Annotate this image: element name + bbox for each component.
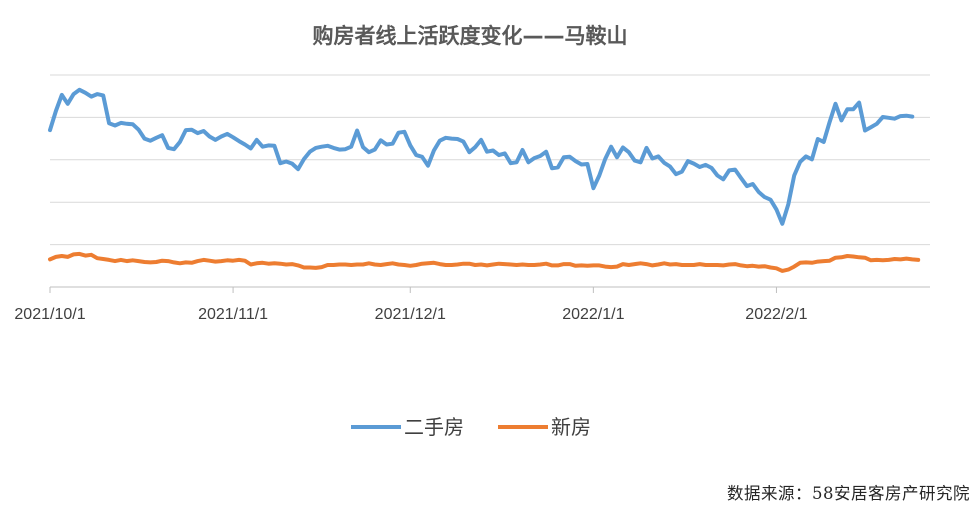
plot-area [48,87,921,273]
x-tick-label: 2022/1/1 [562,306,624,323]
series-line-1 [48,251,921,273]
x-tick-label: 2021/12/1 [375,306,446,323]
x-axis: 2021/10/1 2021/11/1 2021/12/1 2022/1/1 2022/… [14,287,808,323]
legend-label-0: 二手房 [404,415,464,439]
series-line-0 [48,87,915,226]
x-tick-label: 2022/2/1 [745,306,807,323]
legend: 二手房 新房 [351,415,591,439]
x-tick-label: 2021/10/1 [14,306,85,323]
data-source-note: 数据来源：58安居客房产研究院 [727,484,970,503]
chart-title: 购房者线上活跃度变化——马鞍山 [313,24,628,48]
x-tick-label: 2021/11/1 [198,306,268,323]
y-gridlines [50,74,930,288]
legend-label-1: 新房 [551,415,591,439]
